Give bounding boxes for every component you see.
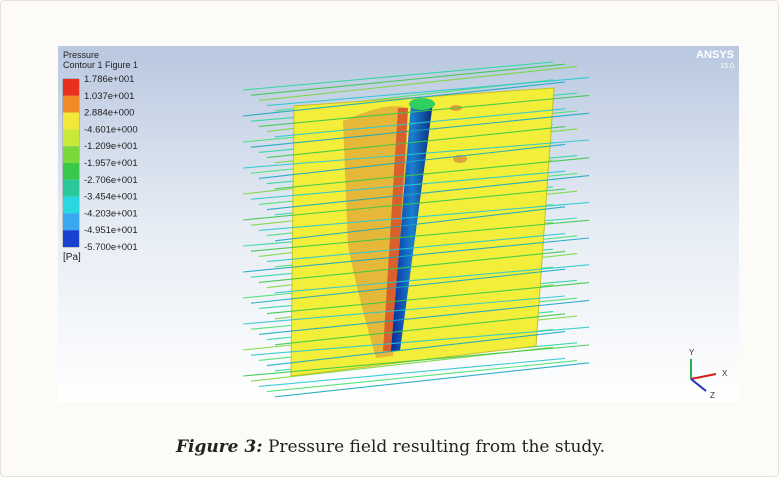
streamline	[266, 360, 578, 393]
legend-title: Pressure	[63, 50, 99, 60]
streamline	[242, 188, 566, 221]
streamline	[274, 108, 566, 138]
streamline	[266, 282, 590, 315]
legend-level: -1.209e+001	[84, 141, 138, 152]
streamline	[250, 326, 590, 356]
legend-level: 1.786e+001	[84, 74, 134, 85]
axis-label: X	[722, 369, 728, 378]
streamline	[258, 201, 590, 231]
streamline	[250, 219, 590, 252]
streamline	[250, 170, 566, 200]
legend-level: -1.957e+001	[84, 158, 138, 169]
legend-band	[63, 213, 79, 231]
legend-level: -5.700e+001	[84, 242, 138, 253]
streamline	[266, 77, 590, 107]
axis-x	[690, 373, 717, 380]
axis-label: Y	[689, 348, 695, 357]
legend-band	[63, 196, 79, 214]
legend-unit: [Pa]	[63, 252, 81, 263]
streamline	[242, 81, 566, 117]
caption-label: Figure 3:	[175, 437, 263, 457]
streamline	[266, 126, 566, 159]
streamline	[258, 299, 590, 335]
streamline	[258, 143, 566, 179]
streamline	[266, 175, 590, 211]
streamline	[242, 295, 566, 325]
streamline	[258, 250, 566, 283]
legend-band	[63, 129, 79, 147]
legend-level: -4.203e+001	[84, 208, 138, 219]
streamline	[274, 157, 590, 190]
streamline	[266, 331, 566, 367]
caption-text: Pressure field resulting from the study.	[267, 437, 606, 457]
legend-band	[63, 179, 79, 197]
streamline	[258, 357, 566, 387]
cylinder	[391, 102, 433, 351]
legend-band	[63, 79, 79, 96]
streamline	[242, 344, 590, 377]
streamline	[250, 112, 590, 148]
streamline	[274, 206, 566, 242]
legend-level: 2.884e+000	[84, 108, 134, 119]
streamline	[274, 362, 590, 398]
axis-label: Z	[710, 391, 715, 400]
streamline	[242, 139, 590, 169]
version: 15.0	[720, 63, 734, 70]
figure-image: Pressure Contour 1 Figure 1 1.786e+001 1.…	[58, 46, 739, 402]
streamline	[242, 237, 590, 273]
caption: Figure 3: Pressure field resulting from …	[1, 437, 779, 457]
axis-z	[690, 378, 707, 392]
streamline	[258, 65, 578, 101]
legend-band	[63, 146, 79, 163]
legend-level: -2.706e+001	[84, 175, 138, 186]
logo: ANSYS	[696, 49, 734, 61]
streamline	[242, 61, 554, 91]
streamline	[250, 63, 566, 96]
streamline	[274, 313, 566, 346]
legend-band	[63, 163, 79, 180]
legend-level: -4.951e+001	[84, 225, 138, 236]
legend-band	[63, 230, 79, 247]
legend-subtitle: Contour 1 Figure 1	[63, 60, 138, 70]
legend-level: -4.601e+000	[84, 124, 138, 135]
streamline	[274, 264, 590, 294]
legend-level: -3.454e+001	[84, 192, 138, 203]
streamline	[266, 233, 566, 263]
streamline	[250, 268, 566, 304]
high-pressure-edge	[383, 108, 408, 351]
legend-level: 1.037e+001	[84, 91, 134, 102]
streamline	[258, 94, 590, 127]
legend-band	[63, 95, 79, 113]
legend-band	[63, 112, 79, 130]
cylinder-top	[409, 98, 435, 110]
